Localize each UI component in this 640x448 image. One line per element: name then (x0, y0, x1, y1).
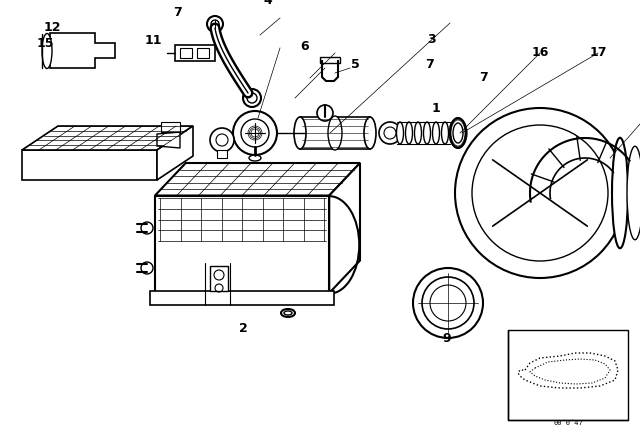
Text: 11: 11 (144, 34, 162, 47)
Text: 9: 9 (443, 332, 451, 345)
Bar (155, 195, 329, 293)
Polygon shape (490, 158, 560, 238)
Bar (300, 117, 370, 149)
Ellipse shape (284, 311, 292, 315)
Ellipse shape (294, 117, 306, 149)
Ellipse shape (612, 138, 628, 248)
Text: 4: 4 (264, 0, 273, 7)
Text: 6: 6 (301, 39, 309, 52)
Circle shape (422, 277, 474, 329)
Polygon shape (157, 132, 180, 148)
Ellipse shape (450, 118, 466, 148)
Bar (217, 150, 227, 158)
Ellipse shape (364, 117, 376, 149)
Text: 16: 16 (531, 46, 548, 59)
Bar (180, 48, 192, 58)
Text: 15: 15 (36, 36, 54, 49)
Circle shape (243, 89, 261, 107)
Polygon shape (157, 126, 193, 180)
Ellipse shape (627, 146, 640, 240)
Ellipse shape (442, 122, 449, 144)
Bar (175, 45, 215, 61)
Circle shape (455, 108, 625, 278)
Circle shape (207, 16, 223, 32)
Polygon shape (155, 163, 360, 195)
Circle shape (216, 134, 228, 146)
Ellipse shape (433, 122, 440, 144)
Ellipse shape (397, 122, 403, 144)
Circle shape (247, 93, 257, 103)
Bar (150, 291, 334, 305)
Circle shape (430, 285, 466, 321)
Bar (320, 57, 340, 63)
Text: 2: 2 (239, 322, 248, 335)
Circle shape (241, 119, 269, 147)
Ellipse shape (281, 309, 295, 317)
Bar (197, 48, 209, 58)
Text: 17: 17 (589, 46, 607, 59)
Text: 7: 7 (426, 57, 435, 70)
Ellipse shape (415, 122, 422, 144)
Circle shape (379, 122, 401, 144)
Ellipse shape (328, 116, 342, 150)
Circle shape (141, 262, 153, 274)
Text: 7: 7 (173, 5, 182, 18)
Bar (210, 266, 228, 291)
Ellipse shape (406, 122, 413, 144)
Text: 3: 3 (428, 33, 436, 46)
Polygon shape (22, 126, 193, 150)
Text: 5: 5 (351, 57, 360, 70)
Ellipse shape (453, 123, 463, 143)
Polygon shape (329, 163, 360, 293)
Circle shape (384, 127, 396, 139)
Ellipse shape (42, 34, 52, 69)
Ellipse shape (249, 155, 261, 161)
Circle shape (211, 20, 219, 28)
Text: 00´0´47: 00´0´47 (553, 420, 583, 426)
Bar (161, 122, 180, 132)
Circle shape (233, 111, 277, 155)
Circle shape (317, 105, 333, 121)
Circle shape (210, 128, 234, 152)
Ellipse shape (424, 122, 431, 144)
Bar (22, 150, 157, 180)
Polygon shape (50, 33, 115, 68)
Text: 12: 12 (44, 21, 61, 34)
Circle shape (413, 268, 483, 338)
Circle shape (141, 222, 153, 234)
Circle shape (472, 125, 608, 261)
Text: 1: 1 (431, 102, 440, 115)
Text: 7: 7 (479, 70, 488, 83)
Bar (508, 330, 628, 420)
